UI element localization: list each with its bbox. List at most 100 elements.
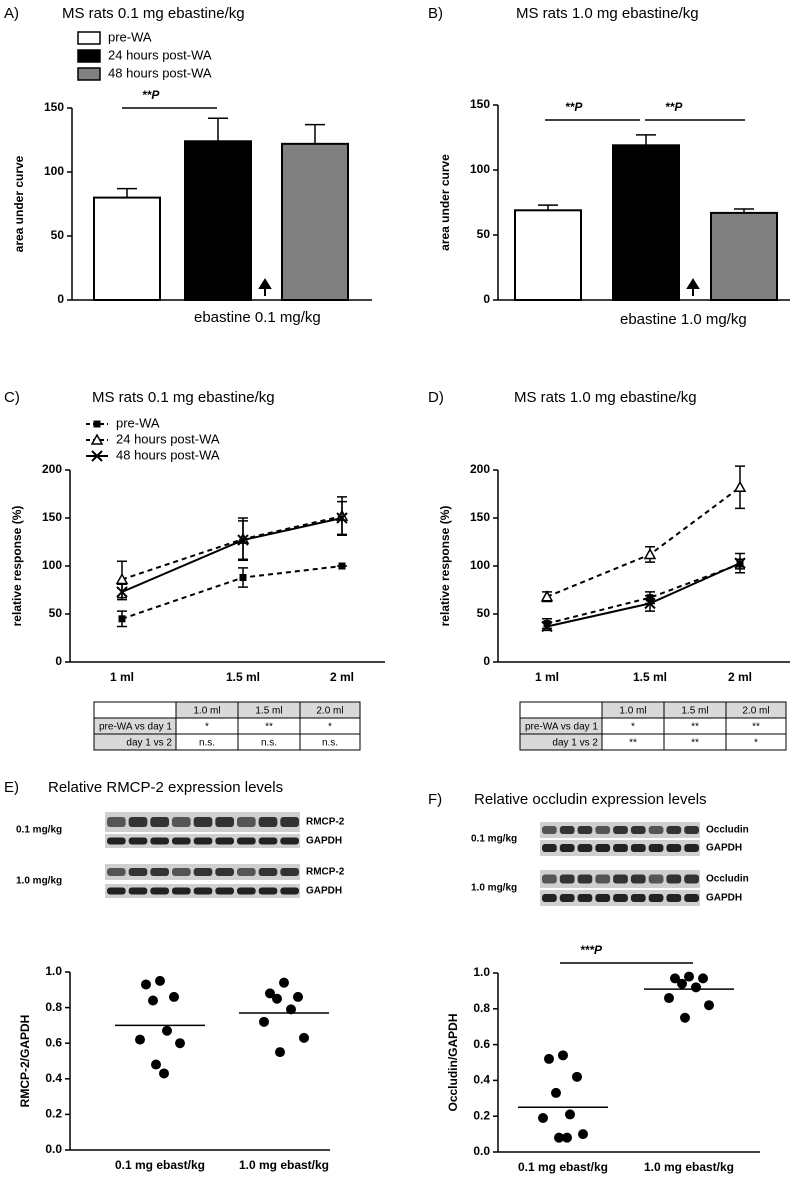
point (299, 1032, 309, 1043)
point (272, 993, 282, 1004)
significance-label: **P (665, 100, 683, 114)
y-tick-label: 100 (470, 558, 490, 572)
legend-swatch (77, 31, 101, 45)
point (698, 973, 708, 984)
blot-band (577, 874, 593, 884)
blot-label: Occludin (706, 825, 749, 836)
y-tick-label: 0 (57, 292, 64, 306)
blot-band (648, 844, 664, 852)
table-text: ** (265, 722, 273, 733)
point (677, 978, 687, 989)
note: ebastine 1.0 mg/kg (620, 311, 747, 328)
blot-label: RMCP-2 (306, 817, 345, 828)
point (169, 991, 179, 1002)
y-tick-label: 50 (51, 228, 65, 242)
point (733, 480, 747, 493)
blot-label: Occludin (706, 874, 749, 885)
chart-title: MS rats 0.1 mg ebastine/kg (62, 5, 245, 22)
point (162, 1025, 172, 1036)
blot-band (613, 874, 628, 884)
bar (281, 142, 349, 301)
blot-band (542, 844, 557, 852)
y-tick-label: 200 (42, 462, 62, 476)
blot-band (237, 868, 256, 876)
table-cell (519, 701, 603, 719)
blot-band (258, 868, 278, 876)
blot-band (193, 817, 213, 827)
y-tick-label: 200 (470, 462, 490, 476)
blot-band (648, 826, 664, 834)
point (175, 1038, 185, 1049)
blot-band (193, 868, 213, 876)
blot-band (258, 837, 278, 845)
point (643, 547, 657, 560)
blot-band (237, 837, 256, 845)
point (265, 988, 275, 999)
table-text: day 1 vs 2 (126, 738, 172, 749)
legend-marker (93, 420, 101, 428)
blot-band (559, 844, 575, 852)
y-tick-label: 150 (470, 97, 490, 111)
bar (710, 211, 778, 301)
blot-band (215, 868, 234, 876)
y-axis-label: relative response (%) (10, 506, 24, 627)
y-tick-label: 150 (44, 100, 64, 114)
y-tick-label: 100 (42, 558, 62, 572)
table-text: 2.0 ml (742, 706, 769, 717)
legend-label: pre-WA (116, 415, 160, 430)
y-axis-label: Occludin/GAPDH (446, 1013, 460, 1111)
panel-label: D) (428, 389, 444, 406)
blot-band (542, 894, 557, 902)
blot-band (128, 817, 148, 827)
point (551, 1087, 561, 1098)
blot-band (128, 887, 148, 895)
legend-label: 24 hours post-WA (116, 431, 220, 446)
blot-band (107, 868, 126, 876)
y-tick-label: 50 (49, 606, 63, 620)
point (259, 1016, 269, 1027)
point (670, 973, 680, 984)
blot-band (172, 817, 191, 827)
legend-swatch (77, 49, 101, 63)
blot-band (128, 837, 148, 845)
table-text: ** (691, 722, 699, 733)
blot-band (559, 826, 575, 834)
point (562, 1132, 572, 1143)
point (118, 615, 126, 623)
y-tick-label: 0 (483, 292, 490, 306)
blot-band (630, 874, 646, 884)
x-tick-label: 1.5 ml (226, 670, 260, 684)
y-tick-label: 0.6 (473, 1037, 490, 1051)
blot-band (150, 817, 169, 827)
blot-label: GAPDH (706, 893, 742, 904)
table-text: pre-WA vs day 1 (99, 722, 172, 733)
panel-label: C) (4, 389, 20, 406)
y-tick-label: 0.8 (45, 1000, 62, 1014)
blot-band (577, 826, 593, 834)
y-tick-label: 0.4 (473, 1073, 490, 1087)
legend-swatch (77, 67, 101, 81)
table-text: n.s. (261, 738, 277, 749)
blot-band (595, 894, 611, 902)
x-tick-label: 0.1 mg ebast/kg (518, 1160, 608, 1174)
bar (514, 209, 582, 301)
blot-band (648, 894, 664, 902)
y-tick-label: 0.2 (45, 1107, 62, 1121)
series-line (121, 517, 343, 593)
point (572, 1071, 582, 1082)
y-tick-label: 50 (477, 606, 491, 620)
dose-label: 0.1 mg/kg (471, 834, 517, 845)
table-text: pre-WA vs day 1 (525, 722, 598, 733)
blot-band (613, 826, 628, 834)
blot-band (150, 868, 169, 876)
table-text: 1.5 ml (681, 706, 708, 717)
blot-band (595, 874, 611, 884)
blot-band (193, 887, 213, 895)
blot-band (595, 826, 611, 834)
blot-band (666, 844, 682, 852)
blot-band (613, 844, 628, 852)
panel-label: B) (428, 5, 443, 22)
y-axis-label: relative response (%) (438, 506, 452, 627)
blot-band (258, 817, 278, 827)
